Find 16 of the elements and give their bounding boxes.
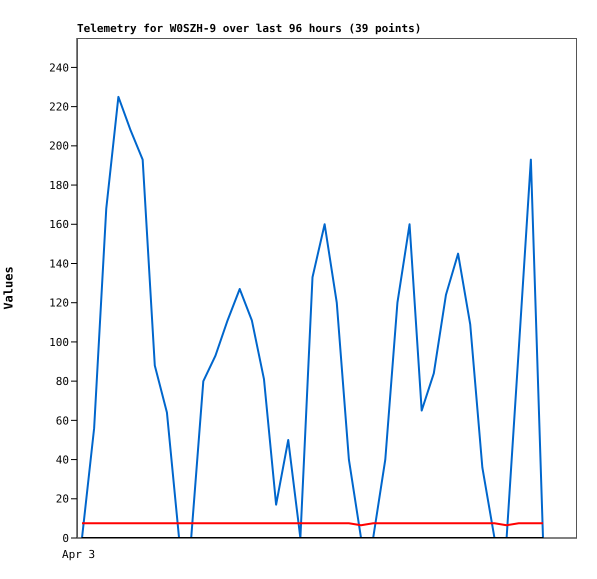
- y-tick-label: 160: [49, 218, 69, 232]
- text: Apr 3: [62, 548, 96, 561]
- y-tick-label: 80: [56, 375, 69, 388]
- y-axis-title: Values: [1, 266, 16, 310]
- y-tick-label: 200: [49, 140, 69, 153]
- y-tick-label: 100: [49, 336, 69, 349]
- y-tick-label: 120: [49, 296, 69, 310]
- y-tick-label: 20: [56, 492, 69, 506]
- y-tick-label: 220: [49, 100, 69, 114]
- chart-title: Telemetry for W0SZH-9 over last 96 hours (39 points): [77, 22, 422, 35]
- y-tick-label: 180: [49, 178, 69, 192]
- y-tick-label: 140: [49, 257, 69, 270]
- y-tick-label: 240: [49, 61, 69, 74]
- y-tick-label: 40: [56, 453, 69, 466]
- y-tick-label: 0: [62, 532, 69, 545]
- y-tick-label: 60: [56, 414, 69, 428]
